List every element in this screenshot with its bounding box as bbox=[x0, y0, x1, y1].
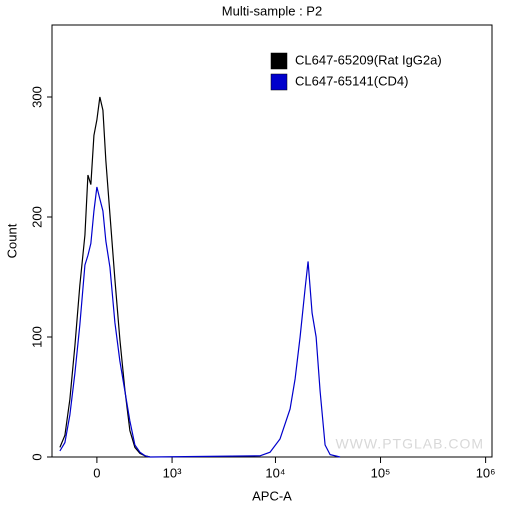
watermark: WWW.PTGLAB.COM bbox=[335, 436, 484, 452]
y-tick-label: 100 bbox=[29, 326, 44, 348]
legend-label: CL647-65141(CD4) bbox=[295, 73, 408, 88]
legend-label: CL647-65209(Rat IgG2a) bbox=[295, 52, 442, 67]
y-tick-label: 200 bbox=[29, 206, 44, 228]
y-tick-label: 0 bbox=[29, 453, 44, 460]
y-tick-label: 300 bbox=[29, 86, 44, 108]
x-axis-label: APC-A bbox=[252, 488, 292, 503]
y-axis-label: Count bbox=[4, 223, 19, 258]
plot-frame bbox=[51, 24, 493, 458]
series-line bbox=[59, 186, 341, 458]
legend-swatch bbox=[270, 73, 288, 91]
x-tick-label: 10⁵ bbox=[371, 465, 391, 480]
series-line bbox=[59, 96, 151, 458]
x-tick-label: 0 bbox=[93, 465, 100, 480]
chart-title: Multi-sample : P2 bbox=[222, 3, 322, 18]
legend-swatch bbox=[270, 52, 288, 70]
x-tick-label: 10⁶ bbox=[476, 465, 496, 480]
x-tick-label: 10⁴ bbox=[265, 465, 285, 480]
x-tick-label: 10³ bbox=[163, 465, 182, 480]
